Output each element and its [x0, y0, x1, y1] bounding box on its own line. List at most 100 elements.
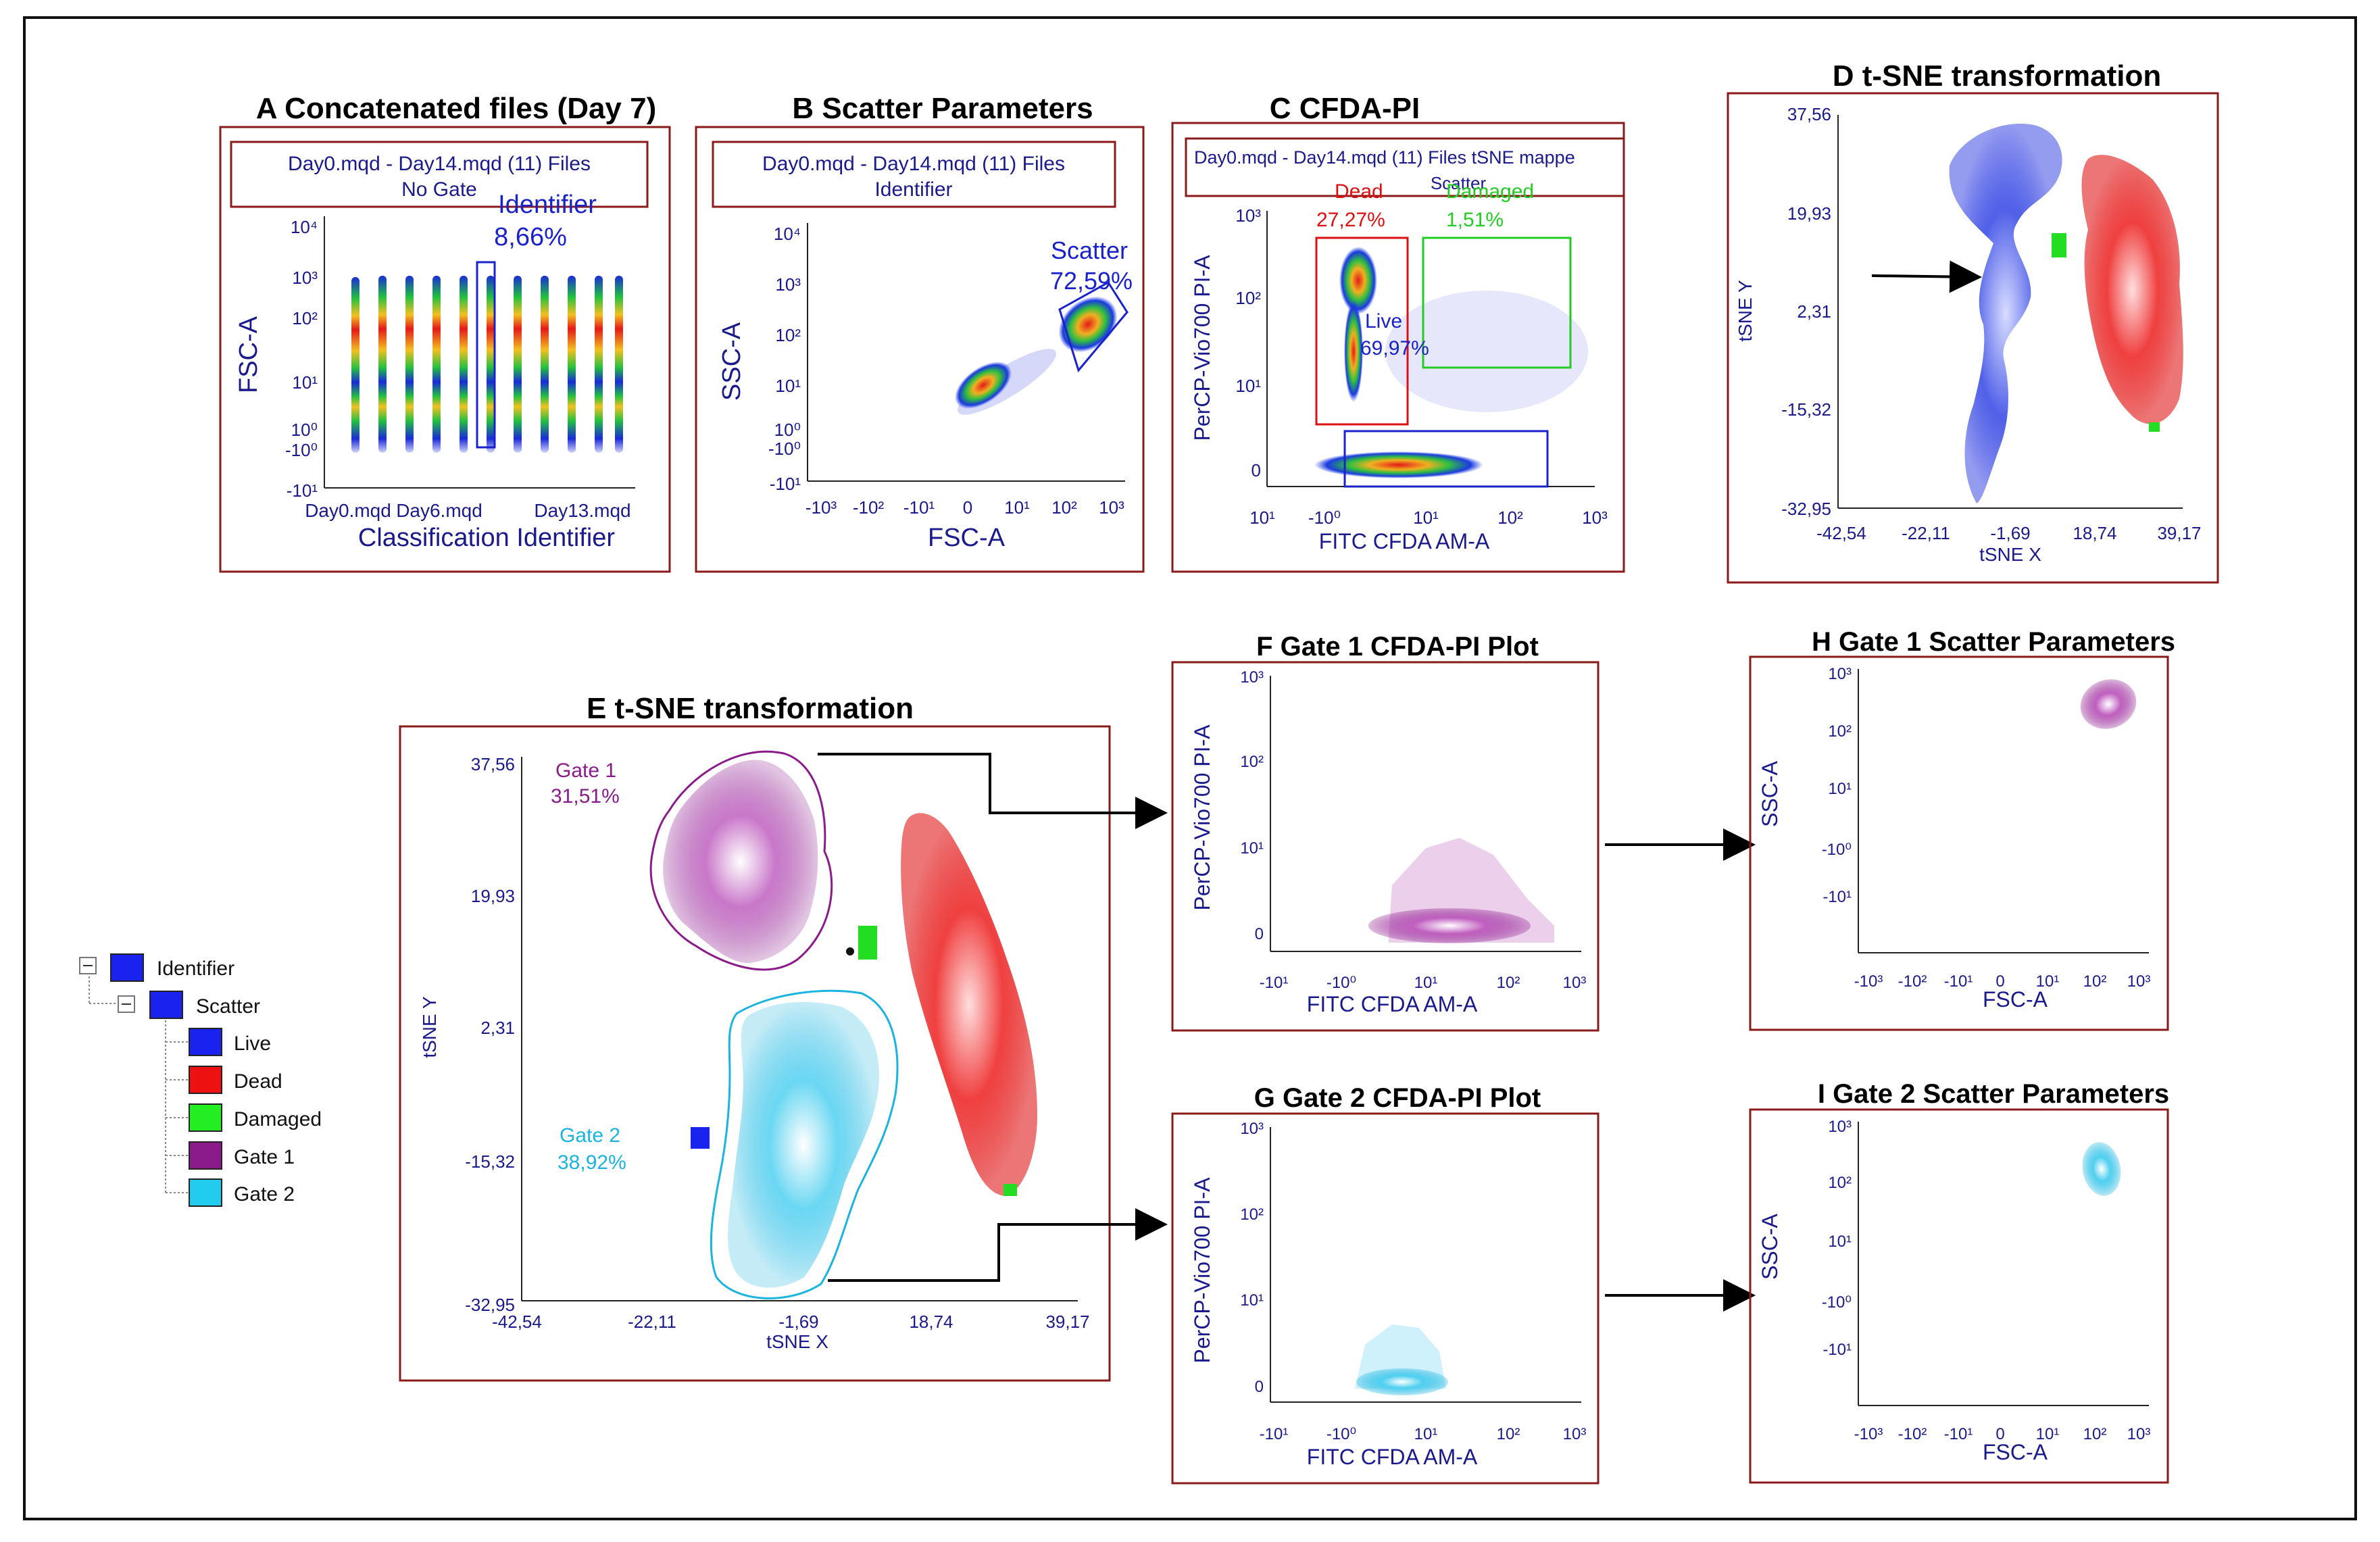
panel-f-ytick: 0 [1255, 925, 1264, 943]
panel-f-xlabel: FITC CFDA AM-A [1307, 992, 1478, 1016]
panel-e-title: E t-SNE transformation [587, 692, 914, 725]
panel-e-frame [399, 725, 1111, 1382]
panel-c-dead-density-tail [1344, 301, 1363, 402]
panel-i-xtick: 10³ [2127, 1425, 2151, 1443]
panel-a-xtick: Day0.mqd [305, 500, 391, 521]
panel-e-xlabel: tSNE X [766, 1331, 828, 1352]
panel-b-ytick: 10¹ [775, 376, 801, 396]
panel-d-ytick: 19,93 [1787, 203, 1831, 224]
panel-c-dead-label: Dead [1335, 180, 1383, 203]
panel-i-xtick: 10¹ [2036, 1425, 2060, 1443]
panel-b: B Scatter Parameters Day0.mqd - Day14.mq… [695, 92, 1145, 573]
panel-c-ytick: 10² [1235, 288, 1261, 308]
panel-g: G Gate 2 CFDA-PI Plot 10³ 10² 10¹ 0 PerC… [1171, 1083, 1600, 1485]
panel-b-xtick: 10³ [1099, 497, 1124, 518]
panel-f-frame [1171, 661, 1600, 1032]
panel-b-yticks: 10⁴ 10³ 10² 10¹ 10⁰ -10⁰ -10¹ [768, 224, 801, 494]
panel-b-density-upper [1058, 296, 1118, 353]
panel-c-xtick: 10³ [1582, 507, 1608, 528]
panel-i-ytick: 10¹ [1828, 1233, 1852, 1251]
panel-i-title: I Gate 2 Scatter Parameters [1818, 1079, 2169, 1109]
panel-c-xticks: 10¹ -10⁰ 10¹ 10² 10³ [1249, 507, 1608, 528]
panel-b-xtick: 0 [963, 497, 972, 518]
panel-c-xtick: 10² [1497, 507, 1523, 528]
legend-label-live: Live [234, 1033, 271, 1055]
panel-i: I Gate 2 Scatter Parameters 10³ 10² 10¹ … [1749, 1079, 2169, 1484]
panel-g-xtick: -10⁰ [1327, 1425, 1356, 1443]
panel-g-title: G Gate 2 CFDA-PI Plot [1254, 1083, 1541, 1113]
panel-e-xtick: 39,17 [1045, 1312, 1089, 1332]
panel-b-xlabel: FSC-A [928, 524, 1006, 552]
panel-a-xtick: Day6.mqd [396, 500, 482, 521]
panel-h-title: H Gate 1 Scatter Parameters [1812, 627, 2175, 657]
panel-d-xtick: 18,74 [2073, 523, 2116, 543]
panel-b-ytick: 10² [775, 325, 801, 345]
panel-d-xticks: -42,54 -22,11 -1,69 18,74 39,17 [1816, 523, 2201, 543]
panel-g-xtick: 10³ [1563, 1425, 1587, 1443]
panel-d-red-cluster [2081, 155, 2183, 424]
panel-i-xtick: -10¹ [1944, 1425, 1973, 1443]
panel-e-gate2-polygon [710, 989, 899, 1299]
panel-e-gate1-cloud [663, 760, 818, 964]
panel-b-frame [695, 126, 1145, 573]
panel-b-ytick: 10³ [775, 274, 801, 295]
panel-a-gate-label: Identifier [498, 191, 597, 219]
gate-hierarchy-legend: Identifier Scatter Live Dead Damaged Gat… [79, 953, 322, 1207]
panel-h-xlabel: FSC-A [1983, 987, 2048, 1012]
legend-swatch-gate1 [189, 1141, 222, 1170]
panel-c-dead-gate [1315, 237, 1409, 426]
panel-e-ylabel: tSNE Y [419, 996, 440, 1058]
panel-d-ytick: -32,95 [1781, 499, 1831, 519]
legend-item-damaged[interactable]: Damaged [189, 1103, 322, 1132]
panel-c-yticks: 10³ 10² 10¹ 0 [1235, 205, 1261, 480]
panel-e-red-cluster [901, 813, 1037, 1196]
panel-a-column [514, 276, 522, 453]
panel-e-gate2-label: Gate 2 [560, 1124, 620, 1147]
legend-swatch-dead [189, 1066, 222, 1094]
panel-b-density [954, 296, 1118, 415]
panel-g-xtick: -10¹ [1260, 1425, 1289, 1443]
panel-i-xtick: 0 [1995, 1425, 2004, 1443]
panel-a-column [615, 276, 623, 453]
legend-item-scatter[interactable]: Scatter [118, 991, 260, 1019]
panel-e-yticks: 37,56 19,93 2,31 -15,32 -32,95 [465, 754, 515, 1315]
panel-c-frame [1171, 122, 1625, 573]
panel-a-header-line1: Day0.mqd - Day14.mqd (11) Files [288, 153, 591, 175]
legend-swatch-gate2 [189, 1178, 222, 1207]
legend-item-dead[interactable]: Dead [189, 1066, 282, 1094]
panel-e-ytick: -15,32 [465, 1151, 515, 1172]
legend-item-identifier[interactable]: Identifier [79, 953, 234, 982]
figure-frame [23, 16, 2357, 1520]
panel-d-arrow [1871, 260, 1982, 293]
legend-item-gate2[interactable]: Gate 2 [189, 1178, 295, 1207]
panel-g-ytick: 10¹ [1240, 1291, 1264, 1310]
legend-item-gate1[interactable]: Gate 1 [189, 1141, 295, 1170]
panel-a-frame [219, 126, 671, 573]
panel-a-column [432, 276, 441, 453]
panel-e-xtick: -1,69 [778, 1312, 818, 1332]
panel-e-black-spot [846, 947, 854, 955]
panel-g-density-core [1356, 1368, 1448, 1395]
panel-g-density [1355, 1324, 1448, 1395]
panel-c-xtick: 10¹ [1413, 507, 1439, 528]
legend-swatch-live [189, 1028, 222, 1056]
panel-d-blue-cluster [1949, 124, 2062, 504]
panel-h-yticks: 10³ 10² 10¹ -10⁰ -10¹ [1822, 665, 1852, 906]
panel-g-ytick: 10² [1240, 1205, 1264, 1224]
panel-a-xlabel: Classification Identifier [358, 524, 616, 552]
panel-h-xtick: 10³ [2127, 972, 2151, 991]
panel-i-yticks: 10³ 10² 10¹ -10⁰ -10¹ [1822, 1118, 1852, 1359]
panel-d-title: D t-SNE transformation [1833, 59, 2161, 93]
panel-c-ylabel: PerCP-Vio700 PI-A [1190, 255, 1214, 441]
panel-h-xtick: 0 [1995, 972, 2004, 991]
panel-b-xtick: 10¹ [1004, 497, 1030, 518]
panel-a-ytick: 10² [292, 308, 318, 328]
panel-f-xtick: -10⁰ [1327, 974, 1356, 992]
legend-item-live[interactable]: Live [189, 1028, 271, 1056]
panel-f-yticks: 10³ 10² 10¹ 0 [1240, 668, 1264, 943]
panel-f-xtick: -10¹ [1260, 974, 1289, 992]
panel-a-column [595, 276, 603, 453]
panel-h-xticks: -10³ -10² -10¹ 0 10¹ 10² 10³ [1854, 972, 2151, 991]
panel-g-xtick: 10² [1497, 1425, 1520, 1443]
panel-b-ytick: -10¹ [770, 474, 801, 494]
